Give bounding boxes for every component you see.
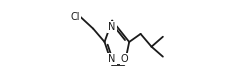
Text: N: N — [108, 54, 116, 64]
Text: Cl: Cl — [71, 12, 80, 22]
Text: O: O — [121, 54, 128, 64]
Text: N: N — [108, 22, 116, 32]
